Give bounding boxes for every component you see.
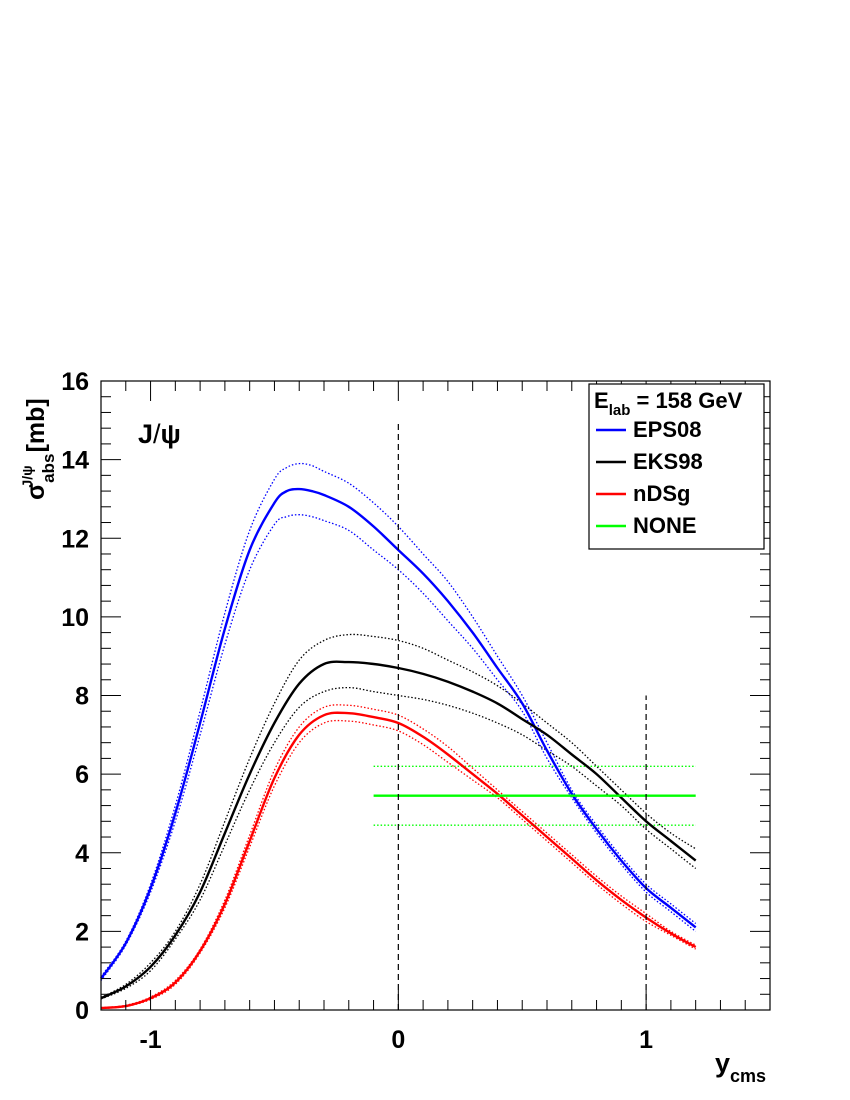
- y-tick-label: 12: [61, 525, 89, 553]
- y-tick-label: 0: [75, 997, 89, 1025]
- series-eks98-upper-band: [100, 633, 697, 998]
- series-eps08-line: [100, 487, 697, 980]
- legend-label-eks98: EKS98: [633, 449, 703, 474]
- y-tick-labels: 0 2 4 6 8 10 12 14 16: [61, 368, 89, 1025]
- legend-box: [588, 383, 765, 550]
- panel-label: J/ψ: [138, 419, 181, 449]
- y-tick-label: 6: [75, 761, 89, 789]
- y-tick-label: 4: [75, 840, 89, 868]
- x-tick-label: 1: [639, 1026, 653, 1054]
- legend-header: Elab = 158 GeV: [594, 388, 743, 419]
- y-tick-label: 8: [75, 683, 89, 711]
- y-tick-label: 14: [61, 447, 89, 475]
- y-tick-label: 16: [61, 368, 89, 396]
- series-ndsg-line: [100, 711, 697, 1010]
- x-tick-label: -1: [139, 1026, 161, 1054]
- legend-label-ndsg: nDSg: [633, 481, 690, 506]
- y-tick-label: 10: [61, 604, 89, 632]
- reference-lines: [397, 420, 647, 1010]
- x-tick-labels: -1 0 1: [139, 1026, 653, 1054]
- x-tick-label: 0: [391, 1026, 405, 1054]
- y-tick-label: 2: [75, 918, 89, 946]
- series-eps08-lower-band: [100, 514, 697, 981]
- x-axis-title: ycms: [715, 1048, 766, 1086]
- legend: Elab = 158 GeV EPS08 EKS98 nDSg NONE: [588, 383, 765, 550]
- y-axis-title: σabsJ/ψ [mb]: [19, 398, 58, 500]
- axis-ticks: [100, 380, 771, 1011]
- legend-label-eps08: EPS08: [633, 417, 702, 442]
- legend-label-none: NONE: [633, 513, 697, 538]
- legend-entries: EPS08 EKS98 nDSg NONE: [596, 417, 703, 538]
